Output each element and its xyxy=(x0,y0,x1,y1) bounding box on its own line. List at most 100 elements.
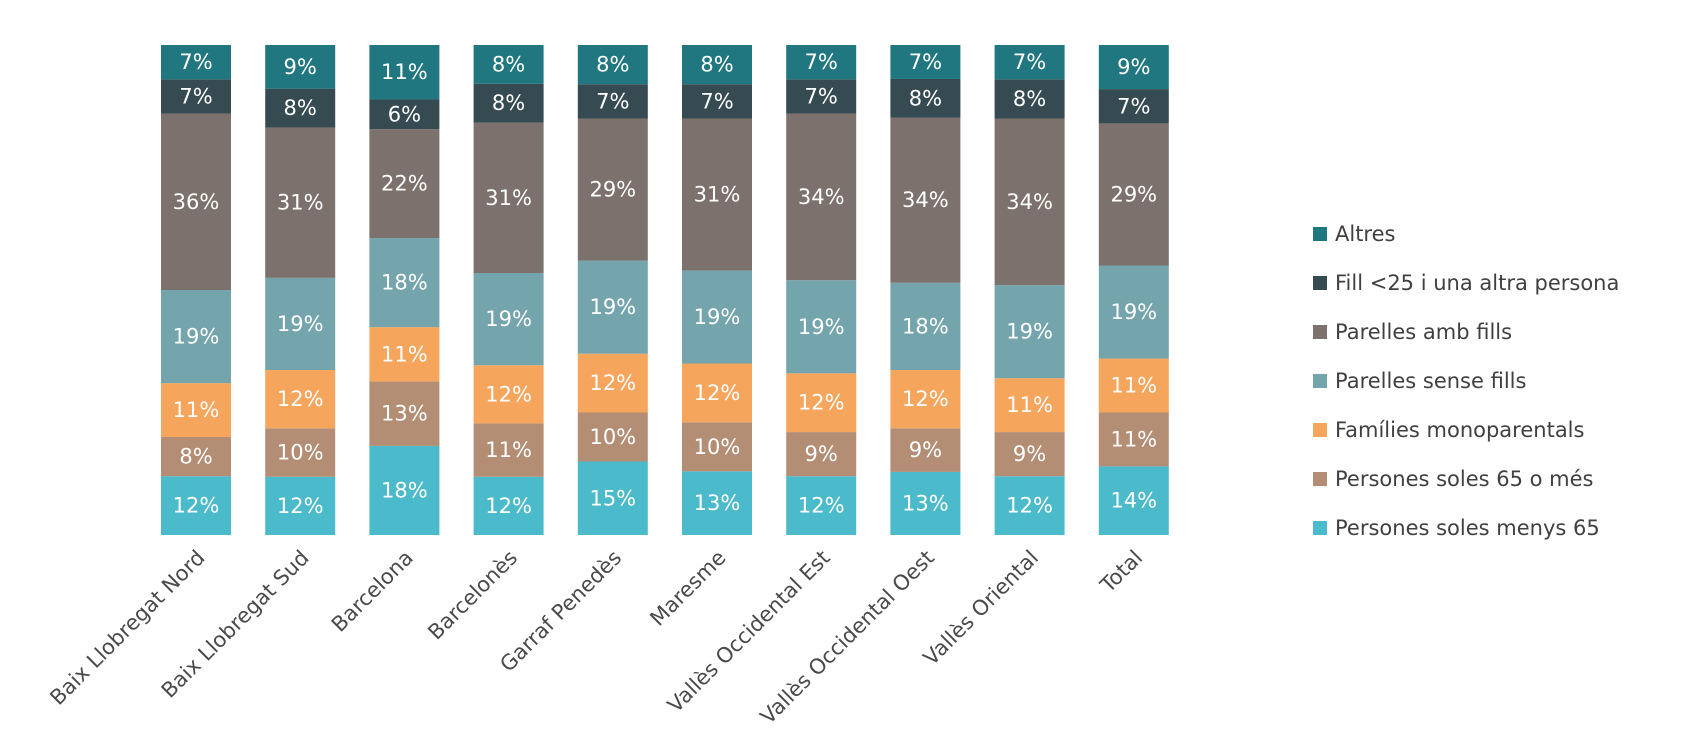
legend-item-altres: Altres xyxy=(1313,222,1395,246)
data-label: 8% xyxy=(492,91,525,115)
segment-valles-occidental-est-persones-soles-menys-65 xyxy=(786,476,857,535)
segment-barcelona-persones-soles-menys-65 xyxy=(369,445,440,535)
segment-baix-llobregat-sud-families-monoparentals xyxy=(265,370,336,429)
segment-valles-occidental-est-parelles-sense-fills xyxy=(786,280,857,374)
data-label: 7% xyxy=(909,50,942,74)
data-label: 31% xyxy=(277,191,324,215)
bar-valles-oriental: 12% 9% 11% 19% 34% 8% 7% xyxy=(994,45,1065,535)
bar-total: 14% 11% 11% 19% 29% 7% 9% xyxy=(1098,45,1169,535)
data-label: 18% xyxy=(902,314,949,338)
data-label: 12% xyxy=(589,371,636,395)
data-label: 7% xyxy=(1013,50,1046,74)
category-label: Vallès Occidental Oest xyxy=(756,546,939,729)
data-label: 12% xyxy=(694,381,741,405)
data-label: 9% xyxy=(1013,442,1046,466)
legend-swatch xyxy=(1313,276,1327,290)
data-label: 12% xyxy=(173,494,220,518)
segment-maresme-parelles-amb-fills xyxy=(682,118,752,271)
segment-barcelona-persones-soles-65-o-mes xyxy=(369,381,440,446)
data-label: 12% xyxy=(277,387,324,411)
data-label: 34% xyxy=(902,188,949,212)
data-label: 12% xyxy=(485,494,532,518)
data-label: 12% xyxy=(902,387,949,411)
data-label: 9% xyxy=(284,55,317,79)
segment-baix-llobregat-nord-altres xyxy=(161,45,231,80)
data-label: 12% xyxy=(277,494,324,518)
legend-label: Fill <25 i una altra persona xyxy=(1335,271,1619,295)
segment-valles-oriental-parelles-sense-fills xyxy=(994,285,1065,379)
segment-valles-occidental-oest-altres xyxy=(890,45,961,79)
segment-valles-occidental-est-persones-soles-65-o-mes xyxy=(786,432,857,477)
data-label: 15% xyxy=(589,486,636,510)
segment-barcelona-parelles-sense-fills xyxy=(369,238,440,328)
segment-barcelones-persones-soles-menys-65 xyxy=(473,476,544,535)
segment-maresme-persones-soles-65-o-mes xyxy=(682,422,752,472)
legend-label: Persones soles menys 65 xyxy=(1335,516,1600,540)
category-label: Maresme xyxy=(645,546,730,631)
segment-valles-oriental-families-monoparentals xyxy=(994,378,1065,433)
data-label: 11% xyxy=(1006,393,1053,417)
data-label: 10% xyxy=(694,435,741,459)
data-label: 19% xyxy=(694,305,741,329)
legend-item-fill-25-i-una-altra-persona: Fill <25 i una altra persona xyxy=(1313,271,1619,295)
bar-barcelones: 12% 11% 12% 19% 31% 8% 8% xyxy=(473,45,544,535)
legend-label: Parelles amb fills xyxy=(1335,320,1512,344)
legend-swatch xyxy=(1313,325,1327,339)
data-label: 22% xyxy=(381,172,428,196)
data-label: 19% xyxy=(1006,320,1053,344)
data-label: 31% xyxy=(694,182,741,206)
legend: Altres Fill <25 i una altra persona Parell… xyxy=(1313,222,1619,540)
data-label: 19% xyxy=(798,315,845,339)
segment-valles-occidental-oest-families-monoparentals xyxy=(890,370,961,429)
data-label: 8% xyxy=(596,53,629,77)
segment-baix-llobregat-sud-parelles-sense-fills xyxy=(265,277,336,371)
segment-maresme-fill-25-i-una-altra-persona xyxy=(682,84,752,119)
data-label: 8% xyxy=(700,53,733,77)
legend-swatch xyxy=(1313,521,1327,535)
segment-baix-llobregat-nord-parelles-sense-fills xyxy=(161,290,231,384)
data-label: 14% xyxy=(1110,489,1157,513)
data-label: 31% xyxy=(485,186,532,210)
legend-item-persones-soles-menys-65: Persones soles menys 65 xyxy=(1313,516,1600,540)
data-label: 7% xyxy=(1117,94,1150,118)
segment-baix-llobregat-sud-parelles-amb-fills xyxy=(265,127,336,278)
segment-baix-llobregat-sud-persones-soles-menys-65 xyxy=(265,476,336,535)
data-label: 12% xyxy=(485,382,532,406)
data-label: 11% xyxy=(1110,427,1157,451)
segment-valles-oriental-persones-soles-menys-65 xyxy=(994,476,1065,535)
segment-baix-llobregat-sud-altres xyxy=(265,45,336,89)
segment-barcelones-families-monoparentals xyxy=(473,365,544,424)
legend-swatch xyxy=(1313,227,1327,241)
segment-barcelones-persones-soles-65-o-mes xyxy=(473,423,544,477)
segment-valles-occidental-oest-persones-soles-menys-65 xyxy=(890,471,961,535)
segment-barcelones-fill-25-i-una-altra-persona xyxy=(473,83,544,123)
segment-total-parelles-amb-fills xyxy=(1098,123,1169,266)
legend-item-families-monoparentals: Famílies monoparentals xyxy=(1313,418,1584,442)
data-label: 7% xyxy=(179,84,212,108)
segment-total-families-monoparentals xyxy=(1098,358,1169,413)
segment-maresme-parelles-sense-fills xyxy=(682,270,752,364)
data-label: 8% xyxy=(179,445,212,469)
segment-total-altres xyxy=(1098,45,1169,90)
segment-garraf-penedes-fill-25-i-una-altra-persona xyxy=(577,84,648,119)
data-label: 19% xyxy=(485,307,532,331)
segment-maresme-altres xyxy=(682,45,752,85)
data-label: 12% xyxy=(798,494,845,518)
data-label: 19% xyxy=(277,312,324,336)
data-label: 11% xyxy=(381,342,428,366)
legend-item-parelles-sense-fills: Parelles sense fills xyxy=(1313,369,1526,393)
legend-item-persones-soles-65-o-mes: Persones soles 65 o més xyxy=(1313,467,1594,491)
bar-valles-occidental-oest: 13% 9% 12% 18% 34% 8% 7% xyxy=(890,45,961,535)
data-label: 8% xyxy=(909,86,942,110)
data-label: 9% xyxy=(1117,55,1150,79)
data-label: 7% xyxy=(596,89,629,113)
segment-garraf-penedes-persones-soles-65-o-mes xyxy=(577,412,648,462)
data-label: 13% xyxy=(694,491,741,515)
segment-valles-occidental-est-altres xyxy=(786,45,857,80)
segment-valles-occidental-oest-fill-25-i-una-altra-persona xyxy=(890,78,961,118)
legend-swatch xyxy=(1313,472,1327,486)
segment-barcelona-altres xyxy=(369,45,440,100)
bar-barcelona: 18% 13% 11% 18% 22% 6% 11% xyxy=(369,45,440,535)
